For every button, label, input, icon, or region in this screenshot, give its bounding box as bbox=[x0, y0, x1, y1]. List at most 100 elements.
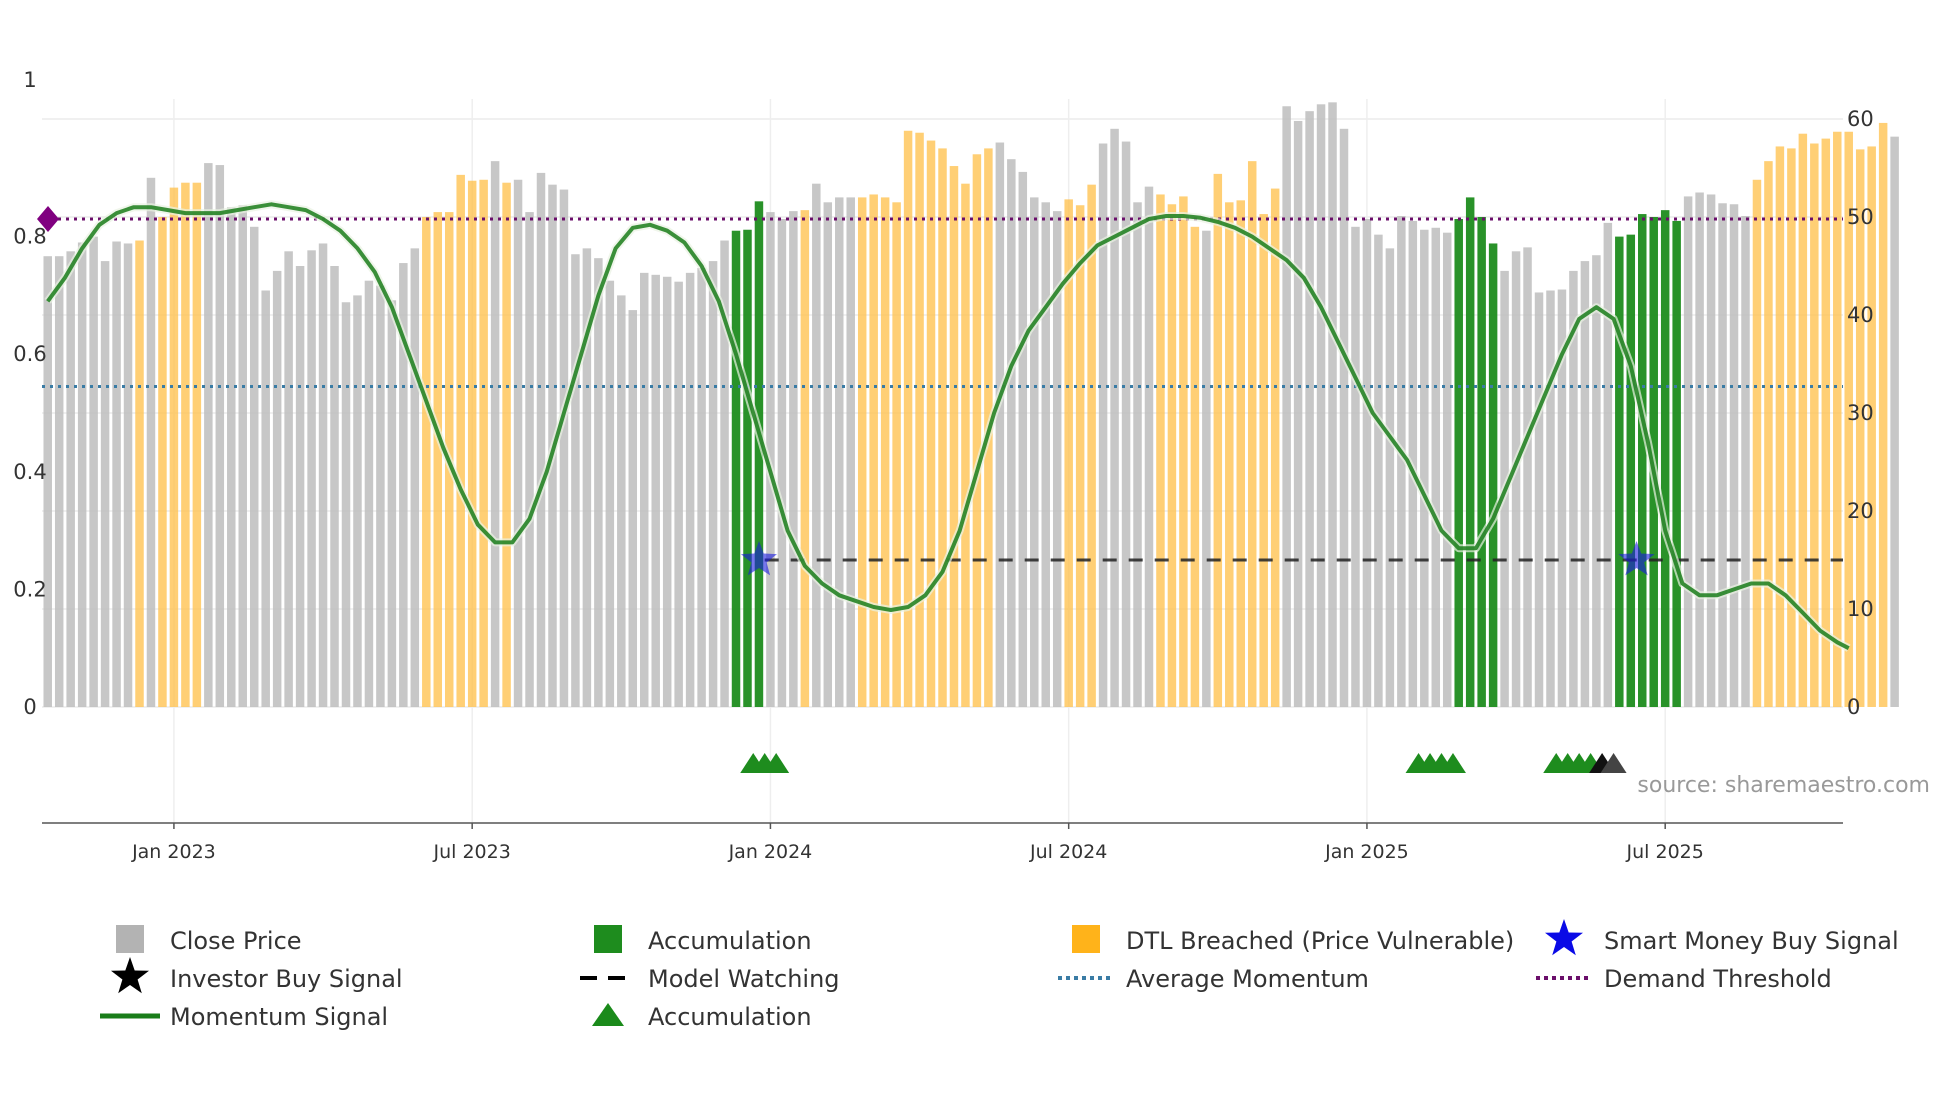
close-price-bar bbox=[1603, 222, 1613, 707]
close-price-bar bbox=[685, 272, 695, 707]
accumulation-bar bbox=[1626, 234, 1636, 707]
dtl-breached-bar bbox=[1855, 149, 1865, 707]
close-price-bar bbox=[605, 280, 615, 707]
legend-label: Momentum Signal bbox=[170, 1003, 388, 1031]
close-price-bar bbox=[662, 276, 672, 707]
close-price-bar bbox=[525, 212, 534, 707]
dtl-breached-bar bbox=[1821, 138, 1831, 708]
dtl-breached-bar bbox=[1764, 161, 1773, 707]
close-price-bar bbox=[1144, 186, 1154, 707]
close-price-bar bbox=[651, 274, 660, 707]
dtl-breached-bar bbox=[1087, 184, 1096, 707]
close-price-bar bbox=[571, 254, 580, 708]
close-price-bar bbox=[376, 285, 385, 707]
legend-item: Close Price bbox=[116, 925, 302, 955]
close-price-bar bbox=[1431, 227, 1441, 707]
dtl-breached-bar bbox=[892, 202, 901, 708]
close-price-bar bbox=[1339, 128, 1349, 708]
dtl-breached-bar bbox=[433, 212, 443, 707]
source-label: source: sharemaestro.com bbox=[1637, 773, 1930, 798]
right-tick-label: 40 bbox=[1847, 303, 1874, 327]
accumulation-bar bbox=[743, 229, 752, 708]
accumulation-marker bbox=[763, 753, 790, 773]
dtl-breached-bar bbox=[169, 187, 179, 708]
legend-item: Investor Buy Signal bbox=[111, 957, 403, 994]
legend-label: Accumulation bbox=[648, 927, 812, 955]
legend-label: Model Watching bbox=[648, 965, 840, 993]
close-price-bar bbox=[54, 256, 64, 707]
dtl-breached-bar bbox=[926, 140, 936, 707]
legend-label: Accumulation bbox=[648, 1003, 812, 1031]
close-price-bar bbox=[261, 290, 270, 707]
close-price-bar bbox=[708, 261, 718, 707]
dtl-breached-bar bbox=[949, 166, 959, 708]
x-tick-label: Jul 2024 bbox=[1029, 841, 1107, 863]
dtl-breached-bar bbox=[915, 132, 924, 708]
accumulation-marker bbox=[1439, 753, 1466, 773]
close-price-bar bbox=[1580, 261, 1590, 707]
legend-label: Demand Threshold bbox=[1604, 965, 1832, 993]
close-price-bar bbox=[123, 243, 133, 707]
legend-item: Demand Threshold bbox=[1536, 965, 1832, 993]
close-price-bar bbox=[720, 240, 729, 707]
close-price-bar bbox=[1706, 194, 1716, 707]
dtl-breached-bar bbox=[972, 154, 982, 707]
legend-label: Investor Buy Signal bbox=[170, 965, 403, 993]
legend-item: Accumulation bbox=[592, 1003, 812, 1031]
dtl-breached-bar bbox=[502, 182, 511, 707]
legend-swatch bbox=[594, 925, 622, 953]
dtl-breached-bar bbox=[880, 197, 890, 707]
close-price-bar bbox=[835, 197, 844, 707]
dtl-breached-bar bbox=[1213, 173, 1223, 707]
dtl-breached-bar bbox=[1752, 179, 1762, 707]
close-price-bar bbox=[490, 161, 500, 707]
dtl-breached-bar bbox=[857, 197, 867, 707]
dtl-breached-bar bbox=[192, 182, 202, 707]
dtl-breached-bar bbox=[1190, 226, 1200, 708]
close-price-bar bbox=[66, 251, 75, 708]
dtl-breached-bar bbox=[869, 194, 878, 707]
accumulation-bar bbox=[1465, 197, 1475, 707]
close-price-bar bbox=[1592, 255, 1601, 707]
demand-threshold-marker bbox=[37, 205, 59, 232]
close-price-bar bbox=[341, 302, 351, 707]
close-price-bar bbox=[204, 163, 213, 708]
investor-buy-signal bbox=[1600, 753, 1627, 773]
close-price-bar bbox=[1293, 120, 1303, 707]
dtl-breached-bar bbox=[135, 240, 144, 707]
dtl-breached-bar bbox=[1810, 143, 1819, 707]
dtl-breached-bar bbox=[1225, 202, 1234, 708]
legend: Close Price Accumulation DTL Breached (Pri… bbox=[100, 919, 1899, 1031]
dtl-breached-bar bbox=[903, 130, 913, 707]
dtl-breached-bar bbox=[158, 217, 167, 707]
close-price-bar bbox=[1557, 289, 1567, 707]
price-bars bbox=[43, 102, 1899, 708]
momentum-signal-halo bbox=[44, 200, 1851, 652]
dtl-breached-bar bbox=[1179, 196, 1188, 708]
legend-item: DTL Breached (Price Vulnerable) bbox=[1072, 925, 1514, 955]
close-price-bar bbox=[1523, 247, 1532, 707]
close-price-bar bbox=[559, 189, 569, 707]
close-price-bar bbox=[1546, 290, 1555, 707]
accumulation-bar bbox=[731, 230, 741, 707]
close-price-bar bbox=[1351, 226, 1360, 708]
dtl-breached-bar bbox=[1833, 131, 1842, 708]
close-price-bar bbox=[812, 183, 821, 707]
close-price-bar bbox=[112, 241, 121, 707]
left-tick-label: 0.6 bbox=[13, 342, 46, 366]
dtl-breached-bar bbox=[1878, 122, 1888, 708]
close-price-bar bbox=[1030, 197, 1039, 707]
legend-item: Smart Money Buy Signal bbox=[1545, 919, 1899, 956]
right-tick-label: 10 bbox=[1847, 597, 1874, 621]
legend-label: Smart Money Buy Signal bbox=[1604, 927, 1899, 955]
close-price-bar bbox=[77, 242, 87, 708]
close-price-bar bbox=[1041, 202, 1050, 708]
legend-label: DTL Breached (Price Vulnerable) bbox=[1126, 927, 1514, 955]
accumulation-bar bbox=[1660, 210, 1670, 707]
accumulation-bar bbox=[1638, 214, 1647, 707]
close-price-bar bbox=[1511, 251, 1521, 708]
close-price-bar bbox=[318, 243, 328, 707]
x-tick-label: Jan 2024 bbox=[728, 841, 813, 863]
